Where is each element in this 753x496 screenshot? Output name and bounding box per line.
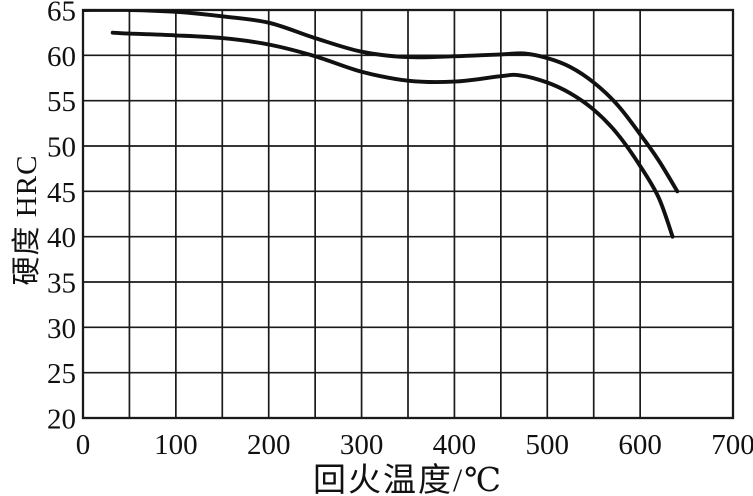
curve-lower	[110, 30, 675, 239]
x-axis-tick-label: 100	[154, 429, 198, 461]
y-axis-tick-label: 35	[47, 267, 76, 299]
y-axis-tick-label: 40	[47, 222, 76, 254]
y-axis-tick-label: 65	[47, 0, 76, 27]
plot-border	[81, 8, 735, 420]
curve-upper	[83, 10, 680, 194]
y-axis-tick-label: 30	[47, 313, 76, 345]
x-axis-tick-label: 700	[711, 429, 753, 461]
x-axis-tick-label: 300	[340, 429, 384, 461]
y-axis-tick-label: 60	[47, 41, 76, 73]
x-axis-title: 回火温度/℃	[312, 463, 504, 496]
x-axis-tick-label: 200	[247, 429, 291, 461]
y-axis-tick-label: 20	[47, 403, 76, 435]
x-axis-tick-label: 400	[433, 429, 477, 461]
y-axis-tick-label: 25	[47, 358, 76, 390]
y-axis-tick-label: 50	[47, 131, 76, 163]
x-axis-tick-label: 600	[618, 429, 662, 461]
x-axis-tick-label: 500	[526, 429, 570, 461]
x-axis-tick-label: 0	[76, 429, 91, 461]
y-axis-title: 硬度 HRC	[11, 154, 43, 286]
y-axis-tick-label: 45	[47, 177, 76, 209]
y-axis-tick-label: 55	[47, 86, 76, 118]
